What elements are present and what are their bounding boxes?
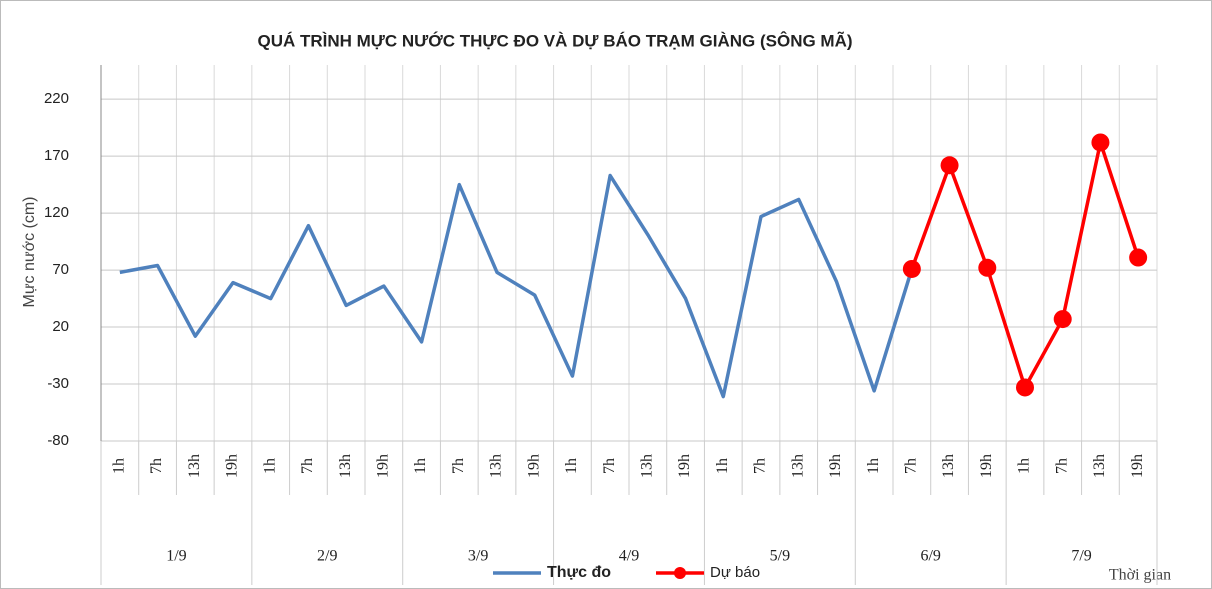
x-group-label: 3/9 <box>468 548 488 565</box>
x-tick-label: 13h <box>639 454 656 478</box>
x-tick-label: 7h <box>903 458 920 474</box>
y-tick-label: -30 <box>47 375 69 392</box>
point <box>1091 133 1110 152</box>
x-tick-label: 7h <box>299 458 316 474</box>
x-tick-label: 19h <box>375 454 392 478</box>
point <box>978 258 997 277</box>
x-group-label: 2/9 <box>317 548 337 565</box>
x-tick-label: 7h <box>450 458 467 474</box>
x-tick-label: 7h <box>148 458 165 474</box>
x-tick-label: 1h <box>412 458 429 474</box>
point <box>902 259 921 278</box>
x-group-label: 1/9 <box>166 548 186 565</box>
y-tick-label: -80 <box>47 432 69 449</box>
x-tick-label: 13h <box>488 454 505 478</box>
x-tick-label: 1h <box>563 458 580 474</box>
x-tick-label: 19h <box>676 454 693 478</box>
x-tick-label: 19h <box>978 454 995 478</box>
x-tick-label: 1h <box>865 458 882 474</box>
x-axis-label: Thời gian <box>1109 567 1171 584</box>
x-tick-label: 13h <box>186 454 203 478</box>
point <box>1129 248 1148 267</box>
x-tick-label: 19h <box>525 454 542 478</box>
point <box>1053 310 1072 329</box>
y-tick-label: 70 <box>52 261 69 278</box>
x-group-label: 5/9 <box>770 548 790 565</box>
x-tick-label: 19h <box>224 454 241 478</box>
x-group-label: 4/9 <box>619 548 639 565</box>
x-tick-label: 1h <box>111 458 128 474</box>
x-tick-label: 19h <box>1129 454 1146 478</box>
x-tick-label: 13h <box>1091 454 1108 478</box>
x-group-label: 7/9 <box>1071 548 1091 565</box>
x-group-label: 6/9 <box>920 548 940 565</box>
legend-marker <box>674 567 686 579</box>
x-tick-label: 1h <box>1016 458 1033 474</box>
x-tick-label: 7h <box>752 458 769 474</box>
x-tick-label: 7h <box>601 458 618 474</box>
y-tick-label: 120 <box>44 204 69 221</box>
x-tick-label: 13h <box>337 454 354 478</box>
x-tick-label: 1h <box>261 458 278 474</box>
y-tick-label: 170 <box>44 147 69 164</box>
x-tick-label: 19h <box>827 454 844 478</box>
y-tick-label: 220 <box>44 90 69 107</box>
point <box>940 156 959 175</box>
chart-title: QUÁ TRÌNH MỰC NƯỚC THỰC ĐO VÀ DỰ BÁO TRẠ… <box>257 30 852 50</box>
legend-label: Dự báo <box>710 564 760 581</box>
y-tick-label: 20 <box>52 318 69 335</box>
legend-label: Thực đo <box>547 564 611 581</box>
x-tick-label: 1h <box>714 458 731 474</box>
x-tick-label: 13h <box>789 454 806 478</box>
point <box>1016 378 1034 397</box>
series-line <box>119 173 914 399</box>
y-axis-label: Mực nước (cm) <box>21 196 38 307</box>
x-tick-label: 7h <box>1053 458 1070 474</box>
x-tick-label: 13h <box>940 454 957 478</box>
